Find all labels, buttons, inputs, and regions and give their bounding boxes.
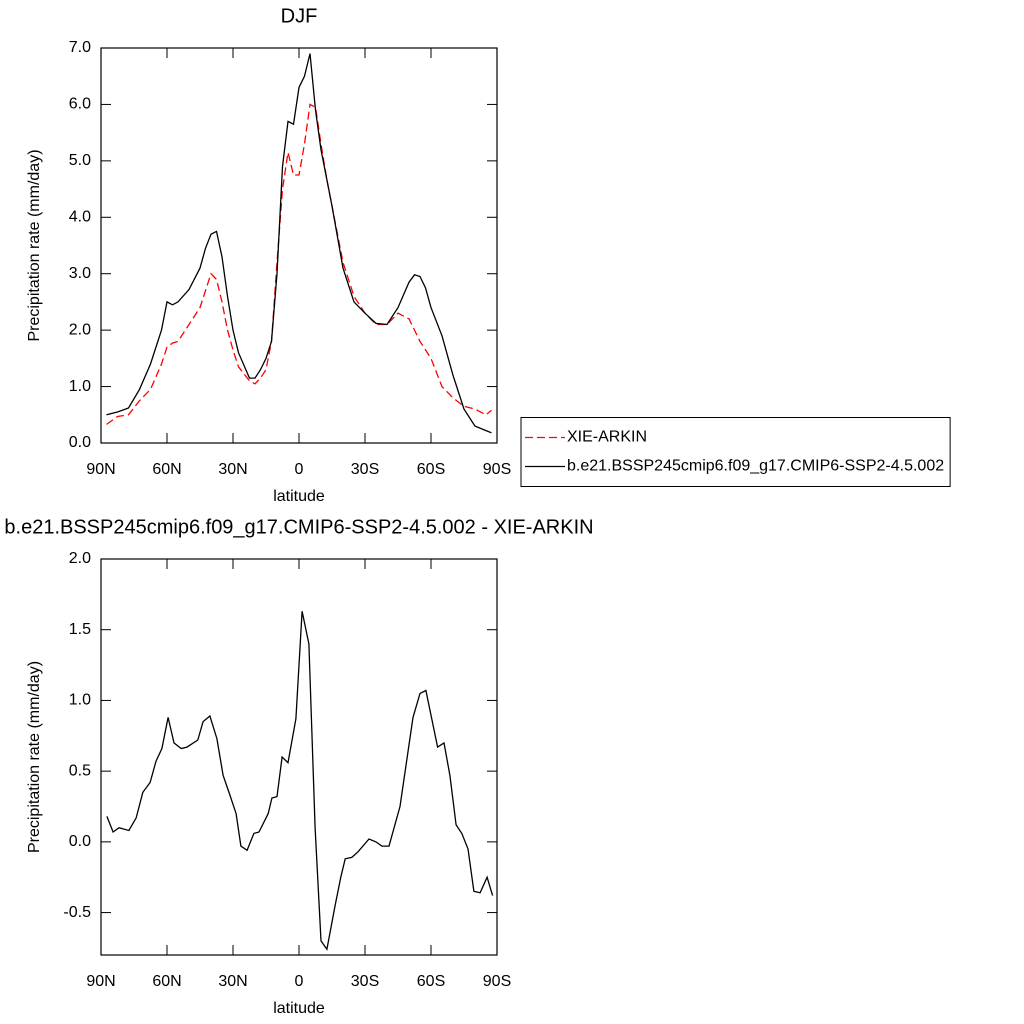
x-tick-label: 30N (218, 461, 247, 478)
x-tick-label: 60S (417, 461, 445, 478)
legend-label: XIE-ARKIN (567, 429, 647, 446)
y-axis-label: Precipitation rate (mm/day) (26, 661, 43, 853)
y-tick-label: 3.0 (69, 265, 91, 282)
y-tick-label: 1.5 (69, 621, 91, 638)
plot-frame (100, 47, 498, 444)
x-axis-label: latitude (273, 1000, 325, 1017)
x-tick-label: 60N (152, 973, 181, 990)
y-tick-label: -0.5 (63, 904, 91, 921)
y-tick-label: 2.0 (69, 550, 91, 567)
x-tick-label: 60N (152, 461, 181, 478)
x-tick-label: 0 (295, 461, 304, 478)
legend-label: b.e21.BSSP245cmip6.f09_g17.CMIP6-SSP2-4.… (567, 458, 944, 475)
legend: XIE-ARKIN b.e21.BSSP245cmip6.f09_g17.CMIP… (520, 417, 951, 487)
x-tick-label: 90N (86, 973, 115, 990)
chart-title: b.e21.BSSP245cmip6.f09_g17.CMIP6-SSP2-4.… (4, 516, 593, 538)
x-tick-label: 90N (86, 461, 115, 478)
x-tick-label: 30S (351, 973, 379, 990)
x-tick-label: 30S (351, 461, 379, 478)
y-tick-label: 0.0 (69, 833, 91, 850)
y-axis-label: Precipitation rate (mm/day) (26, 149, 43, 341)
y-tick-label: 0.0 (69, 434, 91, 451)
legend-frame (520, 417, 951, 487)
x-tick-label: 0 (295, 973, 304, 990)
data-line (106, 611, 494, 951)
y-tick-label: 6.0 (69, 96, 91, 113)
data-line (106, 53, 492, 434)
x-tick-label: 90S (483, 461, 511, 478)
data-line (106, 103, 492, 425)
y-tick-label: 1.0 (69, 378, 91, 395)
x-tick-label: 90S (483, 973, 511, 990)
y-tick-label: 4.0 (69, 209, 91, 226)
y-tick-label: 1.0 (69, 692, 91, 709)
plot-frame (100, 558, 498, 956)
y-tick-label: 2.0 (69, 321, 91, 338)
y-tick-label: 7.0 (69, 39, 91, 56)
x-tick-label: 30N (218, 973, 247, 990)
y-tick-label: 0.5 (69, 762, 91, 779)
chart-title: DJF (281, 5, 318, 27)
x-axis-label: latitude (273, 488, 325, 505)
y-tick-label: 5.0 (69, 152, 91, 169)
x-tick-label: 60S (417, 973, 445, 990)
